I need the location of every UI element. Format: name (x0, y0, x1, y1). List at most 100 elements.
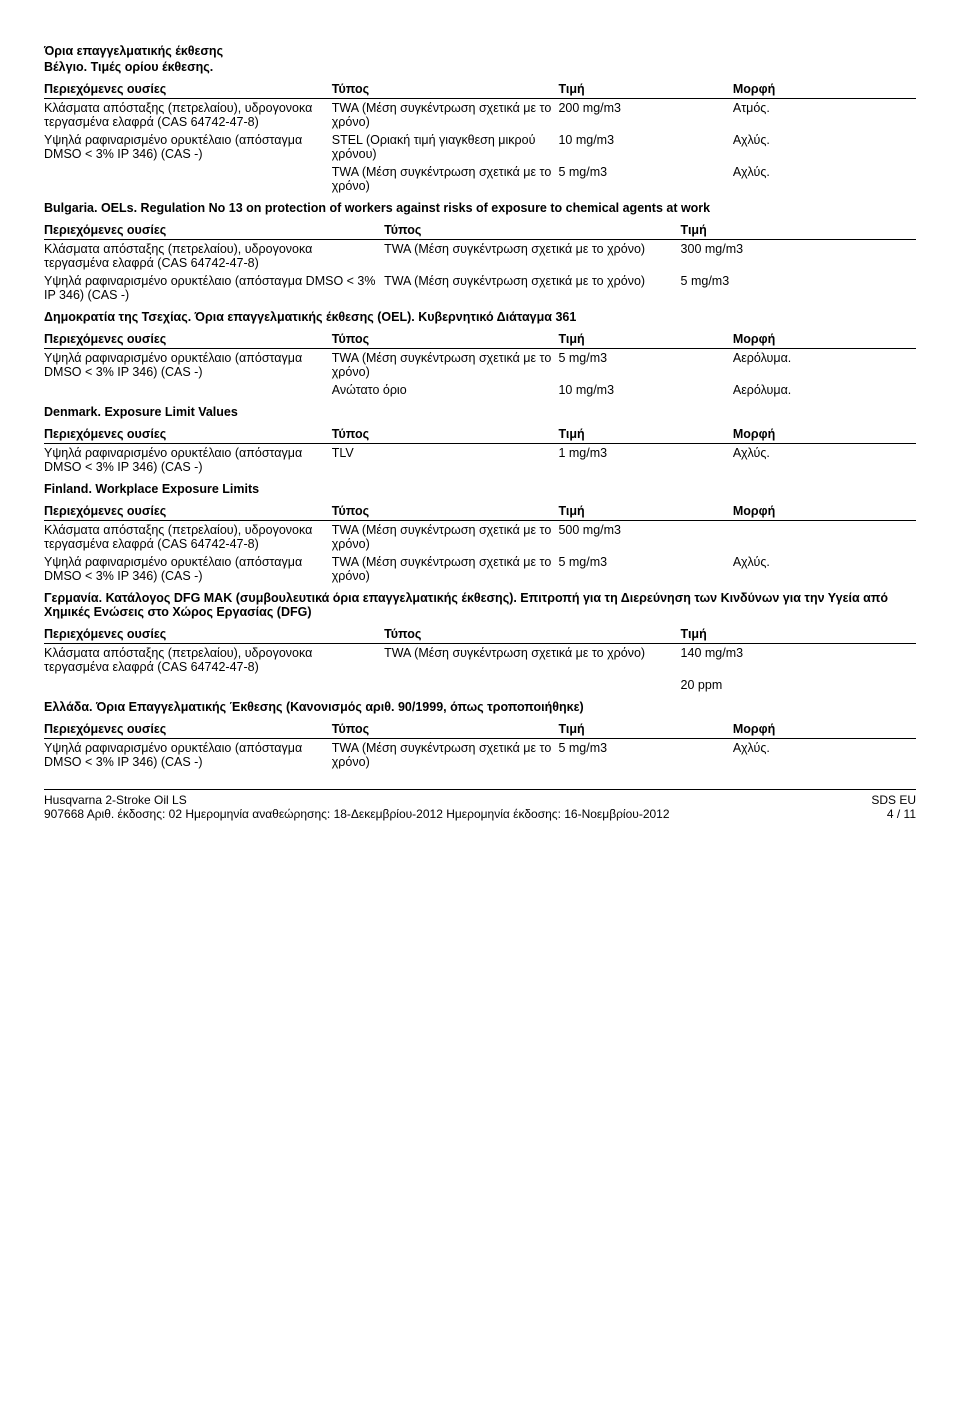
belgium-table: Περιεχόμενες ουσίες Τύπος Τιμή Μορφή Κλά… (44, 80, 916, 195)
page-footer: Husqvarna 2-Stroke Oil LS 907668 Αριθ. έ… (44, 789, 916, 821)
col-form: Μορφή (733, 80, 916, 99)
type-cell: TWA (Μέση συγκέντρωση σχετικά με το χρόν… (332, 349, 559, 382)
col-substance: Περιεχόμενες ουσίες (44, 502, 332, 521)
col-type: Τύπος (384, 221, 680, 240)
value-cell: 5 mg/m3 (558, 739, 732, 772)
col-form: Μορφή (733, 425, 916, 444)
substance-cell: Κλάσματα απόσταξης (πετρελαίου), υδρογον… (44, 644, 384, 677)
substance-cell: Υψηλά ραφιναρισμένο ορυκτέλαιο (απόσταγμ… (44, 349, 332, 382)
form-cell: Αερόλυμα. (733, 349, 916, 382)
type-cell: TWA (Μέση συγκέντρωση σχετικά με το χρόν… (384, 240, 680, 273)
col-value: Τιμή (558, 720, 732, 739)
type-cell: TWA (Μέση συγκέντρωση σχετικά με το χρόν… (332, 521, 559, 554)
denmark-table: Περιεχόμενες ουσίες Τύπος Τιμή Μορφή Υψη… (44, 425, 916, 476)
substance-cell: Υψηλά ραφιναρισμένο ορυκτέλαιο (απόσταγμ… (44, 131, 332, 163)
substance-cell: Κλάσματα απόσταξης (πετρελαίου), υδρογον… (44, 240, 384, 273)
value-cell: 5 mg/m3 (558, 163, 732, 195)
value-cell: 200 mg/m3 (558, 99, 732, 132)
substance-cell: Κλάσματα απόσταξης (πετρελαίου), υδρογον… (44, 99, 332, 132)
footer-sds: SDS EU (871, 793, 916, 807)
col-type: Τύπος (384, 625, 680, 644)
table-row: Υψηλά ραφιναρισμένο ορυκτέλαιο (απόσταγμ… (44, 739, 916, 772)
form-cell: Αχλύς. (733, 131, 916, 163)
bulgaria-title: Bulgaria. OELs. Regulation No 13 on prot… (44, 201, 916, 215)
value-cell: 5 mg/m3 (681, 272, 916, 304)
col-type: Τύπος (332, 330, 559, 349)
col-form: Μορφή (733, 720, 916, 739)
col-substance: Περιεχόμενες ουσίες (44, 221, 384, 240)
footer-id-line: 907668 Αριθ. έκδοσης: 02 Ημερομηνία αναθ… (44, 807, 670, 821)
col-substance: Περιεχόμενες ουσίες (44, 720, 332, 739)
substance-cell: Υψηλά ραφιναρισμένο ορυκτέλαιο (απόσταγμ… (44, 444, 332, 477)
substance-cell: Υψηλά ραφιναρισμένο ορυκτέλαιο (απόσταγμ… (44, 272, 384, 304)
col-substance: Περιεχόμενες ουσίες (44, 330, 332, 349)
bulgaria-table: Περιεχόμενες ουσίες Τύπος Τιμή Κλάσματα … (44, 221, 916, 304)
col-type: Τύπος (332, 720, 559, 739)
table-row: Κλάσματα απόσταξης (πετρελαίου), υδρογον… (44, 240, 916, 273)
greece-table: Περιεχόμενες ουσίες Τύπος Τιμή Μορφή Υψη… (44, 720, 916, 771)
form-cell: Αερόλυμα. (733, 381, 916, 399)
table-row: Ανώτατο όριο 10 mg/m3 Αερόλυμα. (44, 381, 916, 399)
germany-table: Περιεχόμενες ουσίες Τύπος Τιμή Κλάσματα … (44, 625, 916, 694)
table-row: Υψηλά ραφιναρισμένο ορυκτέλαιο (απόσταγμ… (44, 553, 916, 585)
table-row: Υψηλά ραφιναρισμένο ορυκτέλαιο (απόσταγμ… (44, 131, 916, 163)
value-cell: 1 mg/m3 (558, 444, 732, 477)
finland-table: Περιεχόμενες ουσίες Τύπος Τιμή Μορφή Κλά… (44, 502, 916, 585)
belgium-title: Βέλγιο. Τιμές ορίου έκθεσης. (44, 60, 916, 74)
type-cell: TWA (Μέση συγκέντρωση σχετικά με το χρόν… (332, 553, 559, 585)
value-cell: 5 mg/m3 (558, 553, 732, 585)
denmark-title: Denmark. Exposure Limit Values (44, 405, 916, 419)
form-cell: Αχλύς. (733, 553, 916, 585)
col-value: Τιμή (681, 625, 916, 644)
footer-product: Husqvarna 2-Stroke Oil LS (44, 793, 670, 807)
occupational-limits-title: Όρια επαγγελματικής έκθεσης (44, 44, 916, 58)
col-type: Τύπος (332, 80, 559, 99)
col-substance: Περιεχόμενες ουσίες (44, 80, 332, 99)
table-row: Κλάσματα απόσταξης (πετρελαίου), υδρογον… (44, 521, 916, 554)
value-cell: 140 mg/m3 (681, 644, 916, 677)
greece-title: Ελλάδα. Όρια Επαγγελματικής Έκθεσης (Καν… (44, 700, 916, 714)
finland-title: Finland. Workplace Exposure Limits (44, 482, 916, 496)
col-value: Τιμή (558, 502, 732, 521)
table-row: Υψηλά ραφιναρισμένο ορυκτέλαιο (απόσταγμ… (44, 444, 916, 477)
col-value: Τιμή (558, 425, 732, 444)
table-row: Υψηλά ραφιναρισμένο ορυκτέλαιο (απόσταγμ… (44, 272, 916, 304)
value-cell: 500 mg/m3 (558, 521, 732, 554)
type-cell: TWA (Μέση συγκέντρωση σχετικά με το χρόν… (384, 272, 680, 304)
type-cell: TWA (Μέση συγκέντρωση σχετικά με το χρόν… (332, 99, 559, 132)
col-value: Τιμή (681, 221, 916, 240)
col-form: Μορφή (733, 330, 916, 349)
col-type: Τύπος (332, 502, 559, 521)
substance-cell: Κλάσματα απόσταξης (πετρελαίου), υδρογον… (44, 521, 332, 554)
type-cell: TWA (Μέση συγκέντρωση σχετικά με το χρόν… (332, 163, 559, 195)
col-value: Τιμή (558, 80, 732, 99)
value-cell: 300 mg/m3 (681, 240, 916, 273)
col-form: Μορφή (733, 502, 916, 521)
type-cell: Ανώτατο όριο (332, 381, 559, 399)
footer-page: 4 / 11 (871, 807, 916, 821)
table-row: Κλάσματα απόσταξης (πετρελαίου), υδρογον… (44, 644, 916, 677)
czech-title: Δημοκρατία της Τσεχίας. Όρια επαγγελματι… (44, 310, 916, 324)
substance-cell: Υψηλά ραφιναρισμένο ορυκτέλαιο (απόσταγμ… (44, 553, 332, 585)
col-type: Τύπος (332, 425, 559, 444)
form-cell: Ατμός. (733, 99, 916, 132)
type-cell: TWA (Μέση συγκέντρωση σχετικά με το χρόν… (332, 739, 559, 772)
col-substance: Περιεχόμενες ουσίες (44, 425, 332, 444)
col-substance: Περιεχόμενες ουσίες (44, 625, 384, 644)
table-row: Υψηλά ραφιναρισμένο ορυκτέλαιο (απόσταγμ… (44, 349, 916, 382)
type-cell: TLV (332, 444, 559, 477)
value-cell: 5 mg/m3 (558, 349, 732, 382)
germany-title: Γερμανία. Κατάλογος DFG MAK (συμβουλευτι… (44, 591, 916, 619)
table-row: 20 ppm (44, 676, 916, 694)
type-cell: TWA (Μέση συγκέντρωση σχετικά με το χρόν… (384, 644, 680, 677)
form-cell: Αχλύς. (733, 444, 916, 477)
form-cell: Αχλύς. (733, 739, 916, 772)
czech-table: Περιεχόμενες ουσίες Τύπος Τιμή Μορφή Υψη… (44, 330, 916, 399)
table-row: Κλάσματα απόσταξης (πετρελαίου), υδρογον… (44, 99, 916, 132)
value-cell: 10 mg/m3 (558, 381, 732, 399)
value-cell: 10 mg/m3 (558, 131, 732, 163)
value-cell: 20 ppm (681, 676, 916, 694)
type-cell: STEL (Οριακή τιμή γιαγκθεση μικρού χρόνο… (332, 131, 559, 163)
col-value: Τιμή (558, 330, 732, 349)
substance-cell: Υψηλά ραφιναρισμένο ορυκτέλαιο (απόσταγμ… (44, 739, 332, 772)
